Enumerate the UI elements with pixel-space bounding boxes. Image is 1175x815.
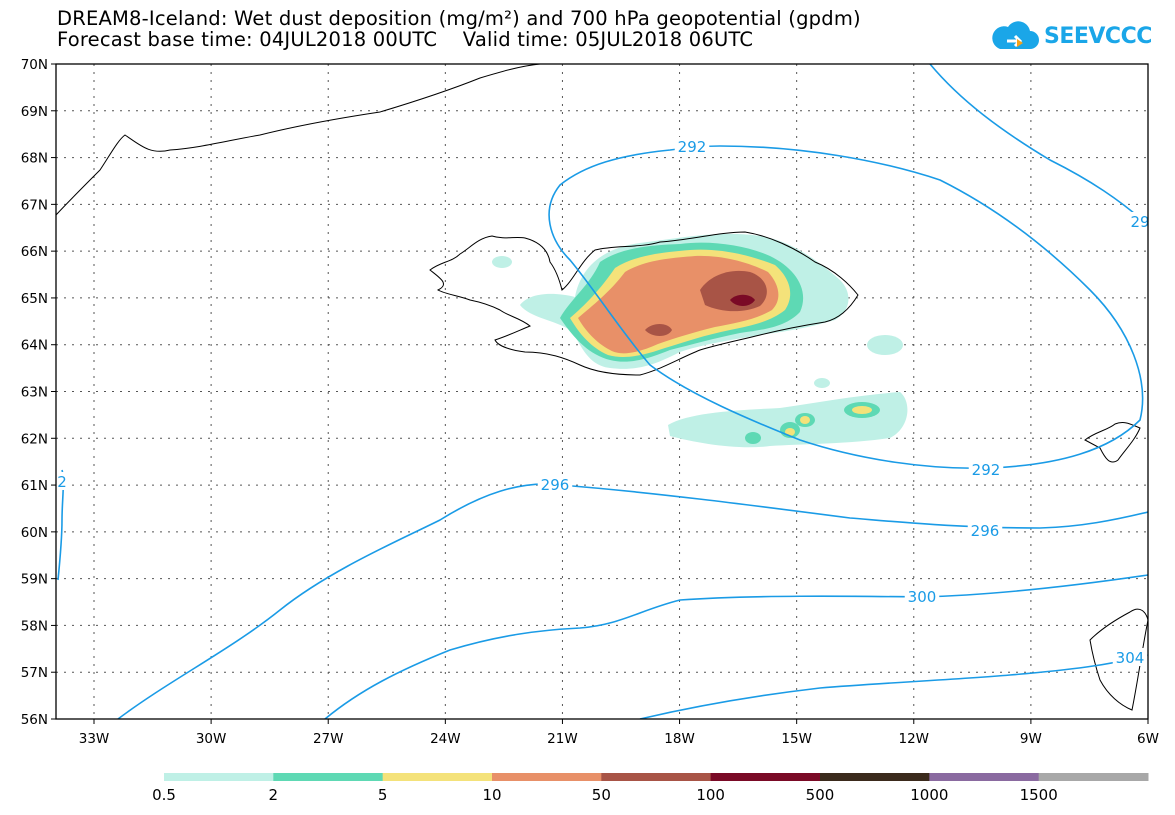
contour-300 [324,574,1148,719]
legend-swatch [1038,773,1149,781]
legend-swatch [710,773,821,781]
legend-label: 1500 [1020,786,1058,804]
lon-label: 12W [899,731,930,747]
contour-label: 29 [1130,213,1149,231]
legend-swatch [492,773,602,781]
dust-area-offshore [668,392,908,448]
cloud-icon [992,21,1039,49]
lat-label: 70N [21,57,48,73]
lat-label: 62N [21,431,48,447]
legend-label: 100 [696,786,725,804]
lat-label: 66N [21,244,48,260]
coastlines [56,64,1148,711]
lon-label: 15W [781,731,812,747]
legend-label: 0.5 [152,786,176,804]
lon-label: 21W [547,731,578,747]
lat-label: 69N [21,104,48,120]
contour-label: 2 [57,473,67,491]
seevccc-logo: SEEVCCC [990,16,1152,56]
lat-label: 58N [21,618,48,634]
contour-label: 296 [541,476,570,494]
legend-label: 10 [482,786,501,804]
faroe-coast [1084,422,1141,463]
dust-deposition-field [492,233,908,448]
contour-label: 292 [678,138,707,156]
lat-label: 64N [21,338,48,354]
color-legend: 0.5 2 5 10 50 100 500 1000 1500 [152,773,1149,804]
lat-label: 56N [21,712,48,728]
lat-label: 61N [21,478,48,494]
legend-swatch [164,773,274,781]
legend-label: 2 [269,786,279,804]
lon-label: 30W [196,731,227,747]
legend-label: 5 [378,786,388,804]
legend-swatch [820,773,930,781]
contour-296 [117,483,1148,719]
iceland-coast [429,231,859,376]
lon-label: 6W [1137,731,1159,747]
contour-label: 300 [908,588,937,606]
greenland-coast [56,64,541,216]
forecast-times: Forecast base time: 04JUL2018 00UTC Vali… [57,28,754,51]
contour-label: 292 [972,461,1001,479]
legend-swatch [929,773,1040,781]
lon-label: 24W [430,731,461,747]
lon-label: 9W [1020,731,1042,747]
lat-label: 59N [21,572,48,588]
legend-label: 500 [806,786,835,804]
lat-label: 60N [21,525,48,541]
legend-swatch [601,773,712,781]
map-axes: 70N 69N 68N 67N 66N 65N 64N 63N 62N 61N 60N 59N 58N 5… [21,57,1159,747]
lat-label: 65N [21,291,48,307]
contour-label: 304 [1116,649,1145,667]
map-title: DREAM8-Iceland: Wet dust deposition (mg/… [57,7,861,30]
lat-label: 68N [21,151,48,167]
lon-label: 27W [313,731,344,747]
legend-label: 1000 [910,786,948,804]
contour-304 [639,654,1148,719]
contour-labels: 292 29 292 296 296 300 304 2 [54,137,1153,667]
contour-label: 296 [971,522,1000,540]
legend-swatch [382,773,493,781]
dust-area-100 [730,294,755,306]
contour-292-north [929,64,1148,226]
legend-label: 50 [592,786,611,804]
lat-label: 57N [21,665,48,681]
lat-label: 67N [21,197,48,213]
lat-label: 63N [21,385,48,401]
lon-label: 18W [664,731,695,747]
lon-label: 33W [79,731,110,747]
legend-swatch [273,773,384,781]
